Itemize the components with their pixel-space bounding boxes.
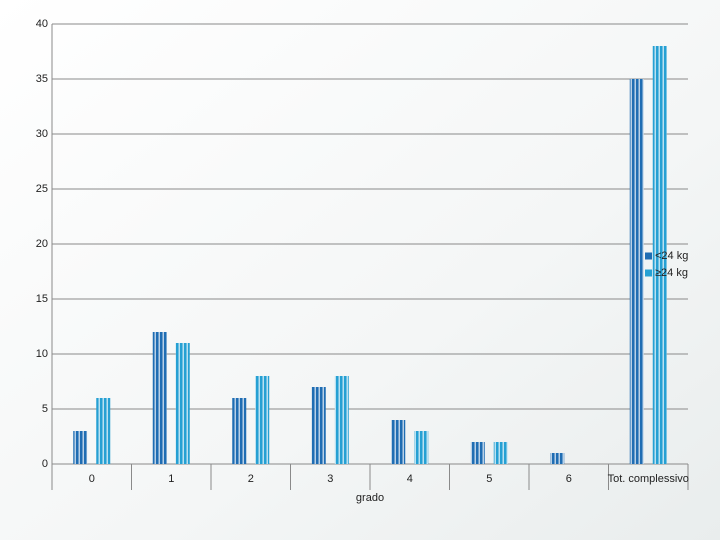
bar — [232, 398, 247, 464]
legend-swatch — [645, 252, 652, 260]
y-tick-label: 20 — [36, 238, 48, 250]
bar — [550, 453, 565, 464]
y-tick-label: 30 — [36, 128, 48, 140]
x-tick-label: 6 — [566, 473, 572, 485]
bar — [255, 376, 270, 464]
bar — [311, 387, 326, 464]
x-tick-label: 3 — [327, 473, 333, 485]
bar — [96, 398, 111, 464]
bar — [652, 46, 667, 464]
y-tick-label: 25 — [36, 183, 48, 195]
x-axis-title: grado — [356, 492, 384, 504]
y-tick-label: 0 — [42, 458, 48, 470]
y-tick-label: 35 — [36, 73, 48, 85]
x-tick-label: 4 — [407, 473, 413, 485]
y-tick-label: 40 — [36, 18, 48, 30]
legend-label: <24 kg — [655, 250, 688, 262]
y-tick-label: 5 — [42, 403, 48, 415]
x-tick-label: Tot. complessivo — [608, 473, 689, 485]
legend-label: ≥24 kg — [655, 267, 688, 279]
bar — [152, 332, 167, 464]
bar — [414, 431, 429, 464]
bar — [470, 442, 485, 464]
bar — [73, 431, 88, 464]
x-tick-label: 0 — [89, 473, 95, 485]
bar — [391, 420, 406, 464]
bar — [334, 376, 349, 464]
y-tick-label: 15 — [36, 293, 48, 305]
bar — [629, 79, 644, 464]
x-tick-label: 2 — [248, 473, 254, 485]
x-tick-label: 5 — [486, 473, 492, 485]
y-tick-label: 10 — [36, 348, 48, 360]
bar — [175, 343, 190, 464]
x-tick-label: 1 — [168, 473, 174, 485]
legend-swatch — [645, 269, 652, 277]
bar — [493, 442, 508, 464]
